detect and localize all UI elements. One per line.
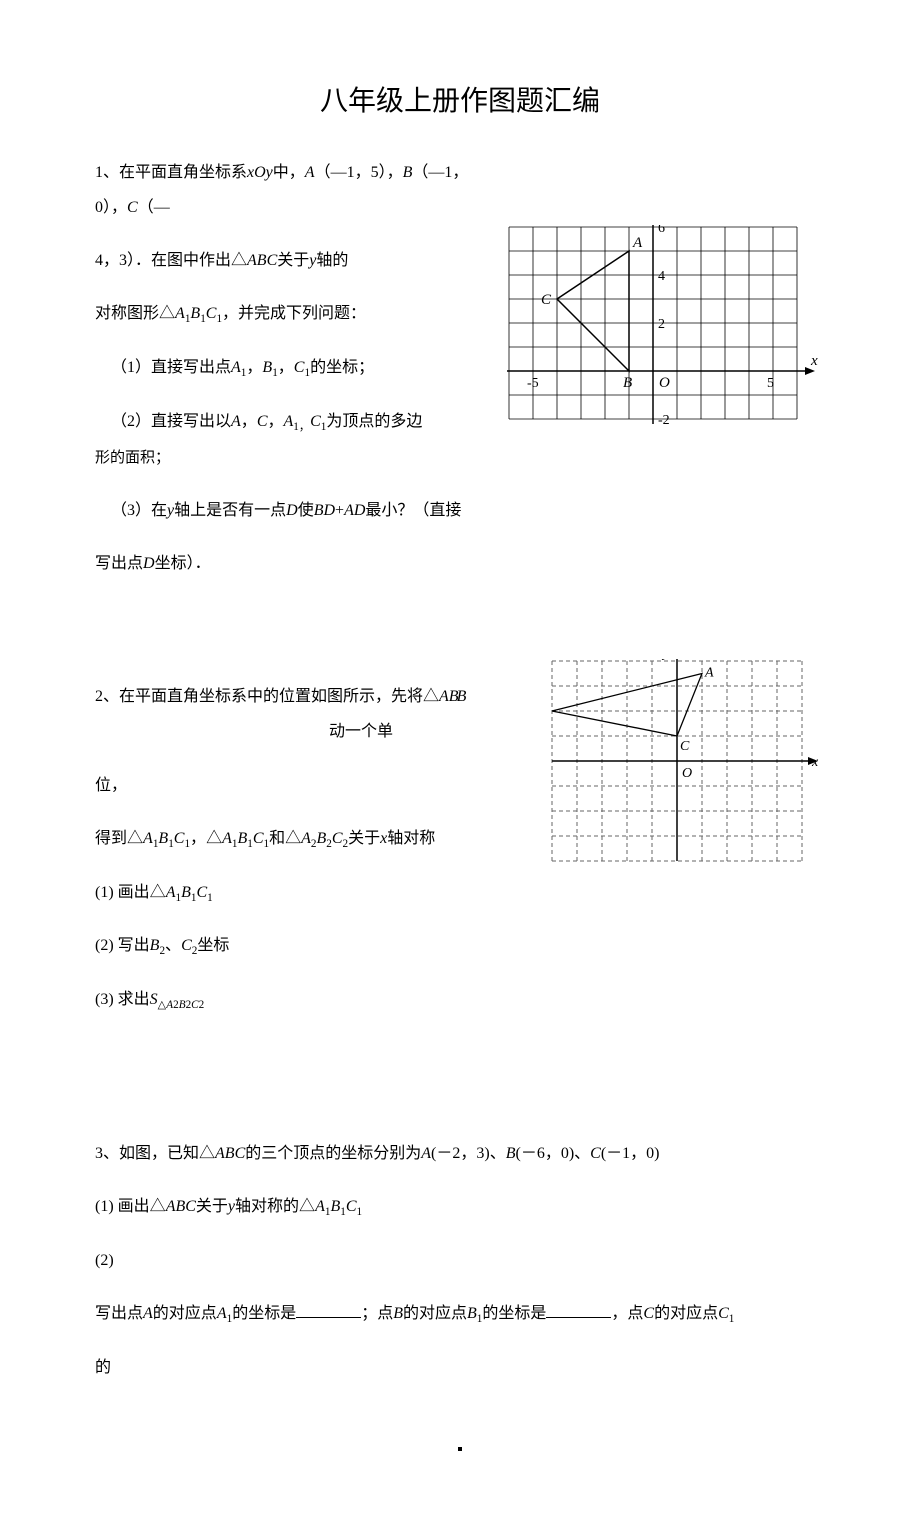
svg-text:4: 4	[658, 269, 665, 284]
page-title: 八年级上册作图题汇编	[95, 80, 825, 125]
svg-text:6: 6	[658, 225, 665, 236]
figure-1: ABCOxy-55246-2	[507, 225, 825, 447]
problem-1: ABCOxy-55246-2 1、在平面直角坐标系xOy中，A（—1，5），B（…	[95, 155, 825, 599]
svg-text:-5: -5	[527, 376, 539, 391]
blank-a1	[296, 1302, 361, 1318]
svg-text:2: 2	[658, 317, 665, 332]
svg-text:-2: -2	[658, 413, 670, 428]
svg-text:C: C	[680, 739, 690, 754]
svg-text:O: O	[659, 375, 670, 391]
blank-b1	[546, 1302, 611, 1318]
p1-line1: 1、在平面直角坐标系xOy中，A（—1，5），B（—1，0），C（—	[95, 155, 825, 225]
problem-3: 3、如图，已知△ABC的三个顶点的坐标分别为A(－2，3)、B(－6，0)、C(…	[95, 1136, 825, 1385]
problem-2: ABCOxy 2、在平面直角坐标系中的位置如图所示，先将△ABB 动一个单 位，…	[95, 679, 825, 1036]
p1-q3b: 写出点D坐标）．	[95, 546, 825, 581]
svg-text:C: C	[541, 292, 552, 308]
svg-text:A: A	[632, 235, 643, 251]
p1-q3: （3）在y轴上是否有一点D使BD+AD最小？（直接	[95, 493, 825, 528]
figure-2: ABCOxy	[550, 659, 825, 884]
p3-q1: (1) 画出△ABC关于y轴对称的△A1B1C1	[95, 1189, 825, 1225]
p2-q2: (2) 写出B2、C2坐标	[95, 928, 825, 964]
p2-q3: (3) 求出S△A2B2C2	[95, 982, 825, 1018]
page-marker	[95, 1435, 825, 1461]
svg-text:x: x	[811, 755, 819, 770]
svg-text:x: x	[810, 353, 818, 369]
svg-text:5: 5	[767, 376, 774, 391]
svg-text:A: A	[704, 666, 714, 681]
svg-text:B: B	[623, 375, 632, 391]
svg-text:y: y	[661, 659, 670, 661]
p3-q2-end: 的	[95, 1350, 825, 1385]
svg-text:O: O	[682, 766, 692, 781]
p3-q2: (2)	[95, 1243, 825, 1278]
p3-line1: 3、如图，已知△ABC的三个顶点的坐标分别为A(－2，3)、B(－6，0)、C(…	[95, 1136, 825, 1171]
